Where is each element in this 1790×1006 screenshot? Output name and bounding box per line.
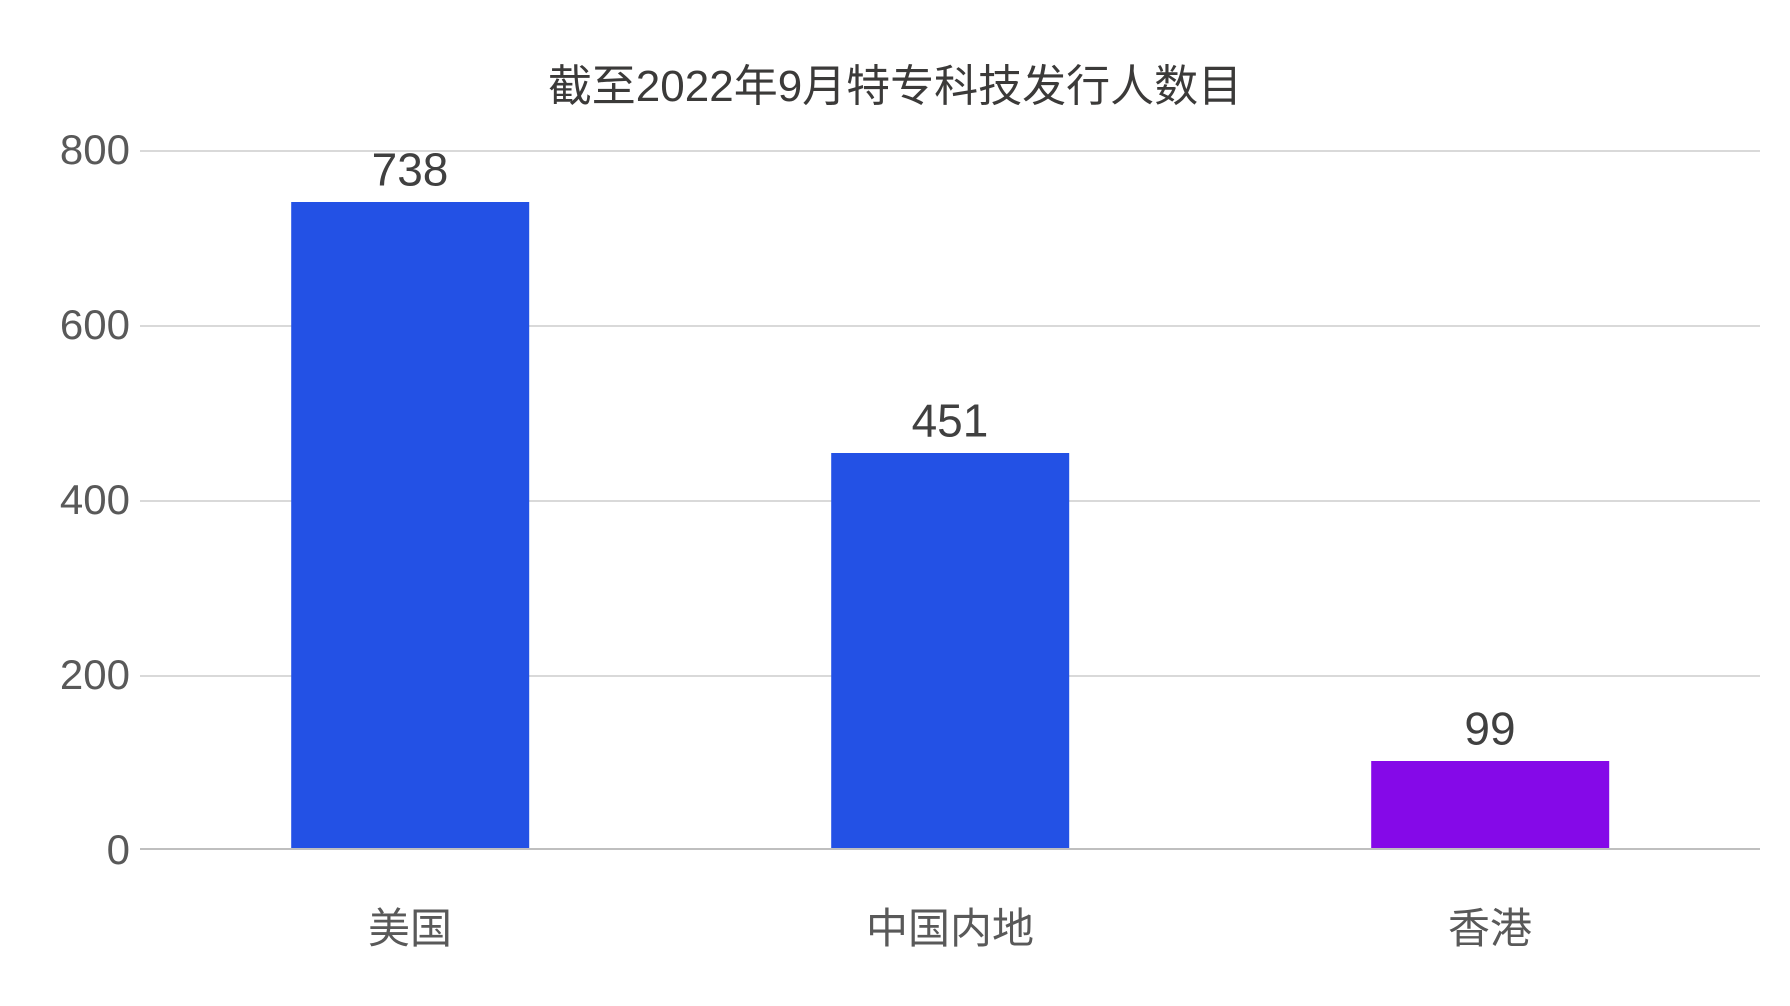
y-tick-label: 200	[30, 651, 130, 699]
x-tick-label: 美国	[140, 895, 680, 956]
x-tick-label: 香港	[1220, 895, 1760, 956]
y-tick-label: 600	[30, 301, 130, 349]
plot-area: 738 451 99	[140, 150, 1760, 850]
bar-group: 451	[680, 150, 1220, 848]
bar-value-label: 738	[372, 143, 449, 197]
bar-group: 99	[1220, 150, 1760, 848]
bar-value-label: 451	[912, 394, 989, 448]
y-tick-label: 800	[30, 126, 130, 174]
x-tick-label: 中国内地	[680, 895, 1220, 956]
bar-chart: 截至2022年9月特专科技发行人数目 0 200 400 600 800 美国 …	[0, 0, 1790, 1006]
chart-title: 截至2022年9月特专科技发行人数目	[0, 50, 1790, 114]
bar: 738	[291, 202, 529, 848]
bar: 451	[831, 453, 1069, 848]
bar: 99	[1371, 761, 1609, 848]
bar-value-label: 99	[1464, 702, 1515, 756]
y-tick-label: 0	[30, 826, 130, 874]
bar-group: 738	[140, 150, 680, 848]
y-tick-label: 400	[30, 476, 130, 524]
